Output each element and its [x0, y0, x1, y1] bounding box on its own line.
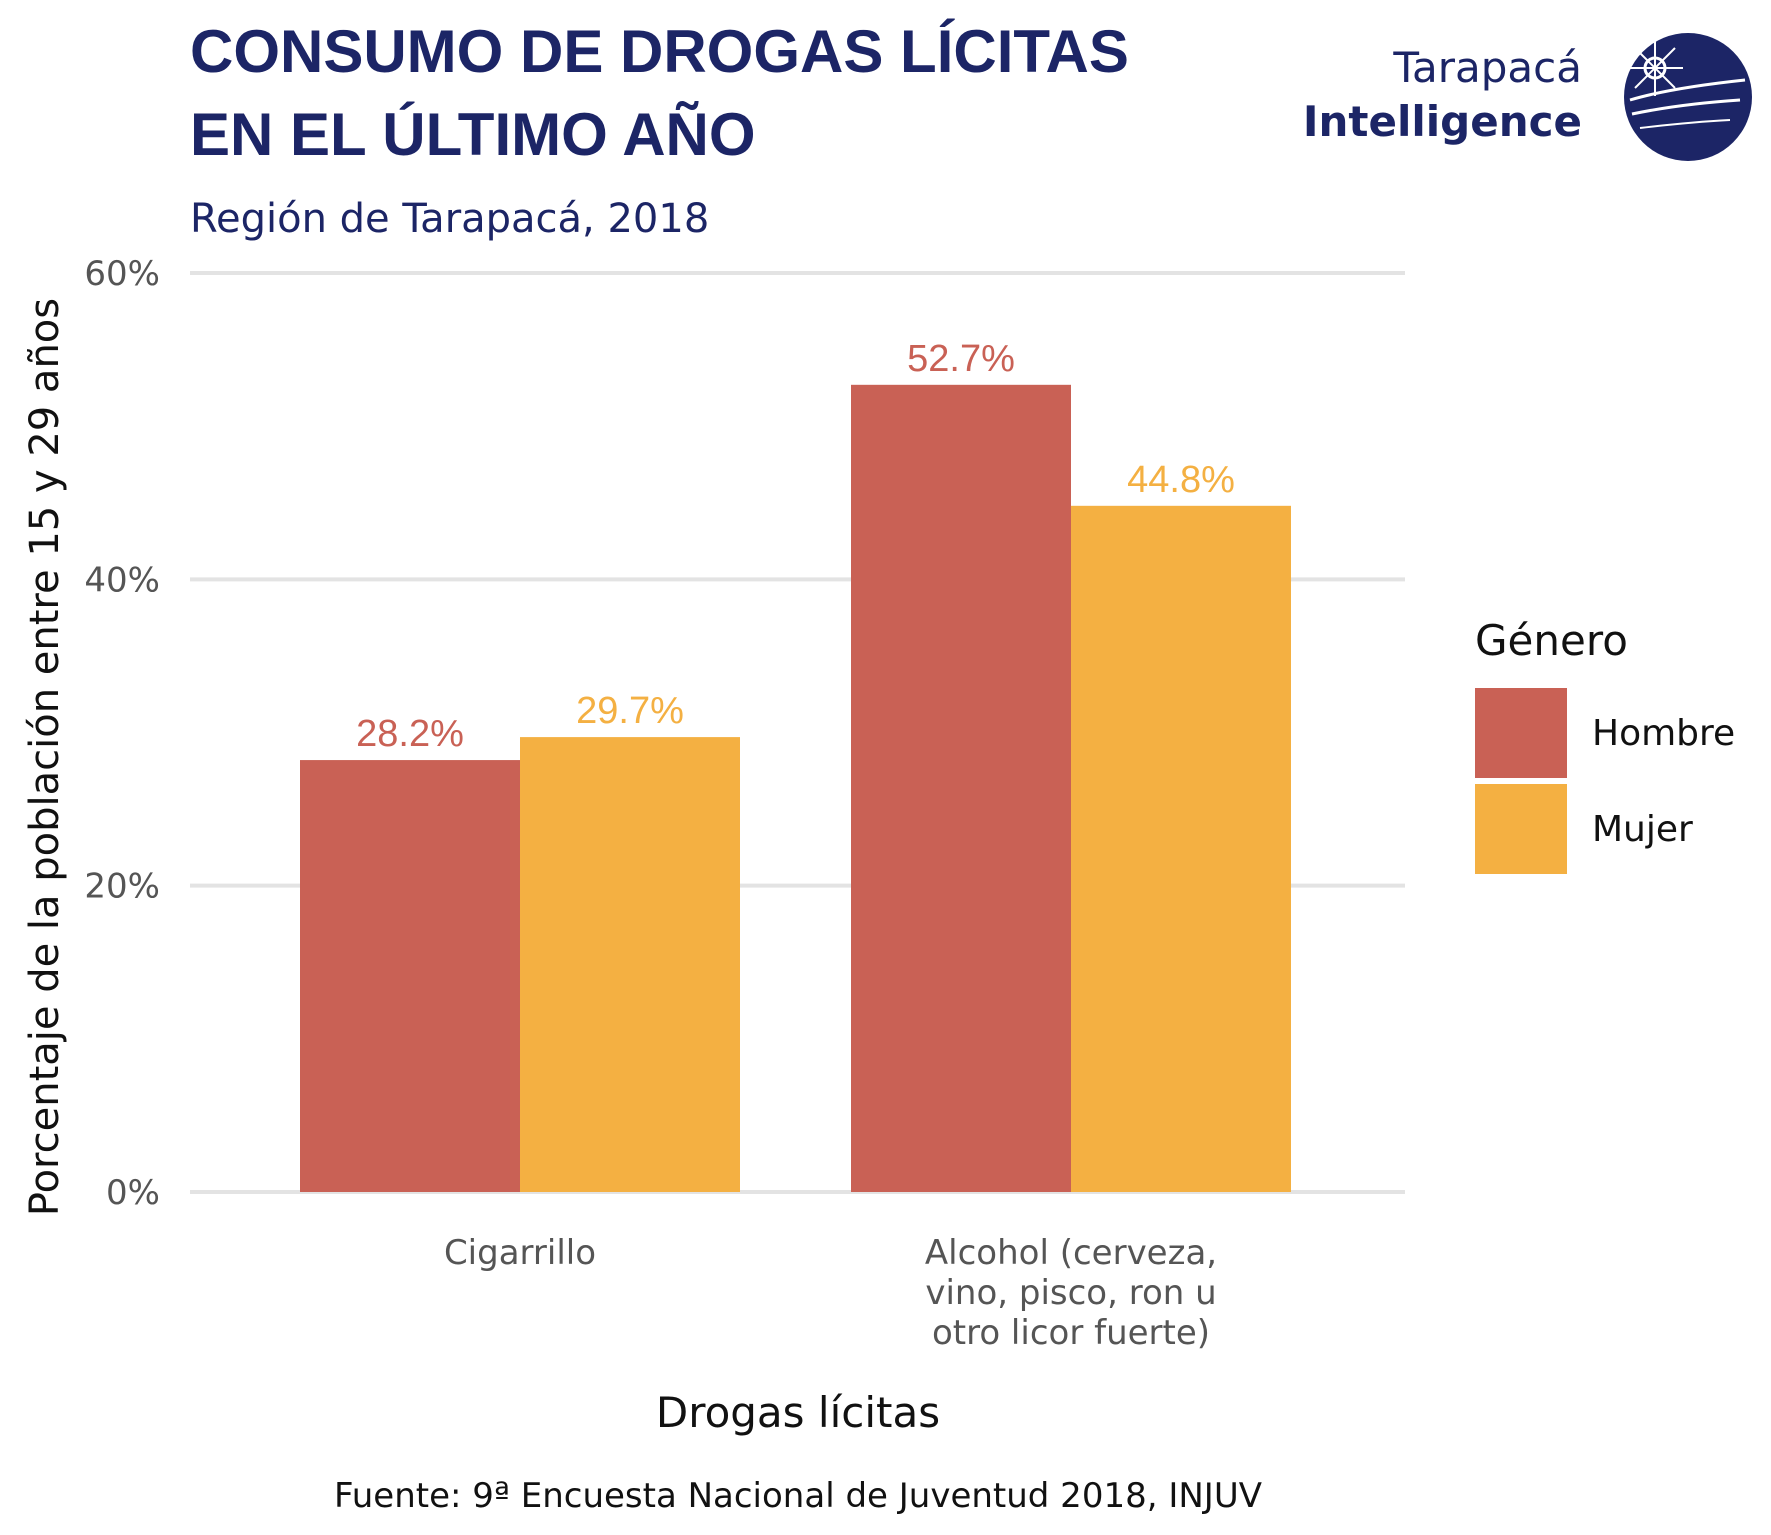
chart-title-line-2: EN EL ÚLTIMO AÑO	[190, 101, 756, 168]
legend-swatch-hombre	[1475, 688, 1567, 778]
data-label-mujer: 44.8%	[1127, 459, 1235, 501]
globe-icon	[1624, 33, 1752, 161]
data-labels: 28.2% 29.7% 52.7% 44.8%	[356, 338, 1235, 755]
data-label-mujer: 29.7%	[576, 690, 684, 732]
y-axis-title: Porcentaje de la población entre 15 y 29…	[22, 298, 68, 1216]
legend-title: Género	[1475, 616, 1628, 665]
bar-hombre	[851, 384, 1071, 1193]
bar-mujer	[520, 737, 740, 1192]
legend-label-hombre: Hombre	[1592, 713, 1735, 754]
legend-label-mujer: Mujer	[1592, 809, 1693, 850]
y-axis-ticks: 0% 20% 40% 60%	[84, 254, 160, 1213]
x-axis-title: Drogas lícitas	[656, 1388, 940, 1437]
source-caption: Fuente: 9ª Encuesta Nacional de Juventud…	[334, 1476, 1262, 1516]
data-label-hombre: 28.2%	[356, 713, 464, 755]
legend: Género Hombre Mujer	[1475, 616, 1735, 874]
y-tick-label: 60%	[84, 254, 160, 294]
x-tick-label: Alcohol (cerveza,	[925, 1233, 1217, 1273]
bar-hombre	[300, 760, 520, 1192]
logo-text-line-1: Tarapacá	[1392, 43, 1582, 92]
y-tick-label: 0%	[106, 1173, 160, 1213]
logo-text-line-2: Intelligence	[1303, 97, 1582, 146]
x-tick-label: Cigarrillo	[444, 1233, 596, 1273]
y-tick-label: 40%	[84, 560, 160, 600]
y-tick-label: 20%	[84, 867, 160, 907]
bars	[300, 384, 1291, 1193]
legend-swatch-mujer	[1475, 784, 1567, 874]
chart-title-line-1: CONSUMO DE DROGAS LÍCITAS	[190, 18, 1129, 85]
x-tick-label: otro licor fuerte)	[932, 1313, 1210, 1353]
brand-logo: Tarapacá Intelligence	[1303, 33, 1752, 161]
data-label-hombre: 52.7%	[907, 338, 1015, 380]
x-tick-label: vino, pisco, ron u	[925, 1273, 1216, 1313]
chart-subtitle: Región de Tarapacá, 2018	[190, 196, 709, 242]
bar-mujer	[1071, 505, 1291, 1192]
x-axis-ticks: Cigarrillo Alcohol (cerveza,vino, pisco, …	[444, 1233, 1217, 1353]
